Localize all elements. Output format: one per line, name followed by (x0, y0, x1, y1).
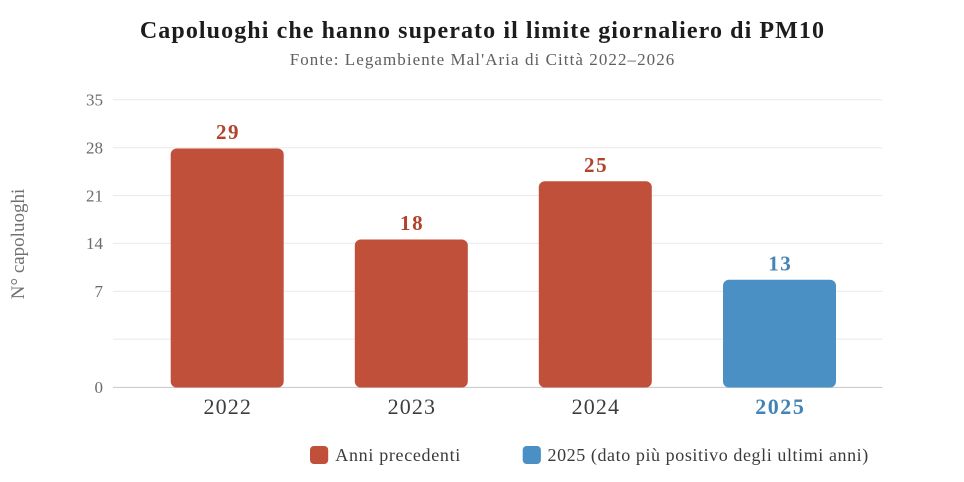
svg-text:35: 35 (86, 91, 103, 110)
svg-text:Fonte: Legambiente Mal'Aria di: Fonte: Legambiente Mal'Aria di Città 202… (290, 50, 676, 69)
svg-text:Anni precedenti: Anni precedenti (335, 445, 461, 465)
svg-text:2023: 2023 (388, 394, 437, 419)
svg-text:2025 (dato più positivo degli: 2025 (dato più positivo degli ultimi ann… (548, 445, 869, 466)
svg-text:Capoluoghi che hanno superato: Capoluoghi che hanno superato il limite … (140, 18, 825, 44)
svg-text:14: 14 (86, 234, 104, 253)
svg-text:2022: 2022 (203, 394, 252, 419)
svg-text:28: 28 (86, 139, 103, 158)
svg-text:2025: 2025 (755, 394, 805, 419)
svg-text:0: 0 (95, 378, 104, 397)
svg-text:2024: 2024 (572, 394, 621, 419)
svg-text:7: 7 (95, 282, 104, 301)
svg-text:29: 29 (216, 120, 240, 144)
svg-text:13: 13 (768, 251, 792, 275)
svg-text:21: 21 (86, 186, 103, 205)
svg-text:18: 18 (400, 211, 424, 235)
svg-text:N° capoluoghi: N° capoluoghi (8, 189, 29, 300)
svg-text:25: 25 (584, 153, 608, 177)
